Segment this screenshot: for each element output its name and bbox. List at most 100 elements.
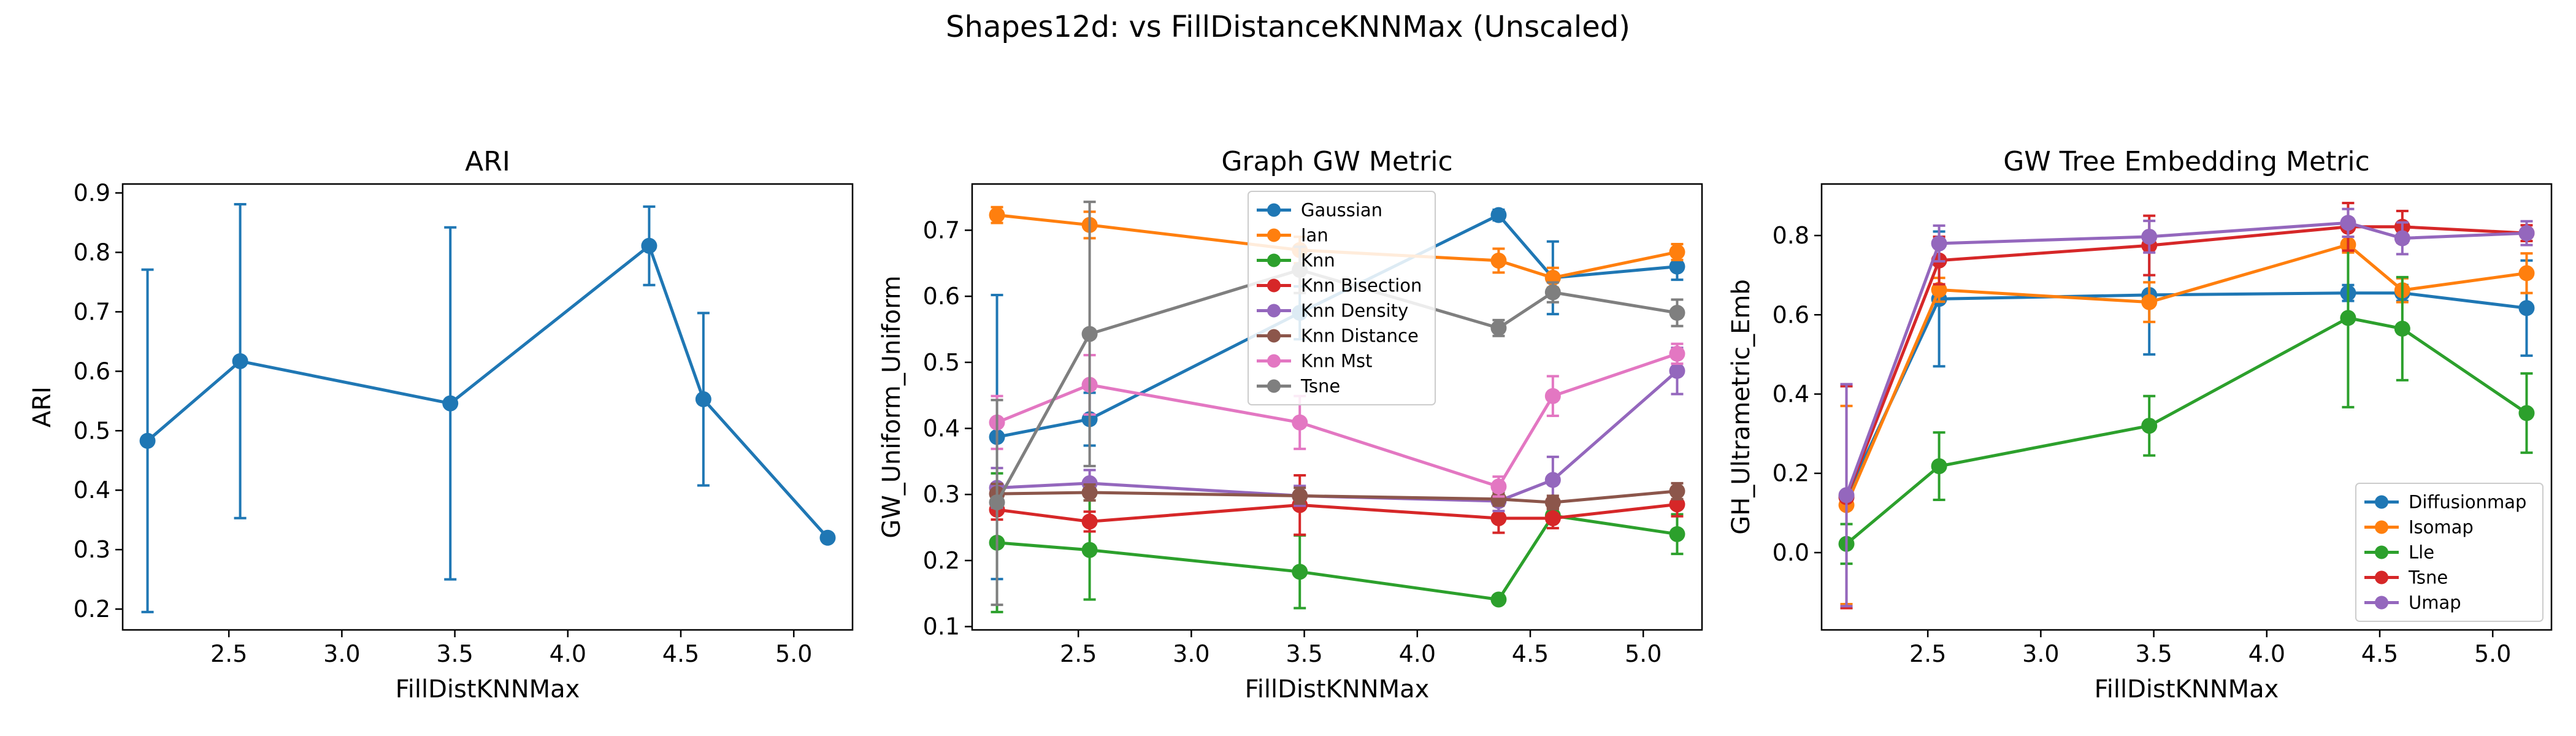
legend-item: Lle: [2364, 542, 2434, 563]
legend: Gaussian Ian Knn Knn Bisection Knn Density Kn…: [1248, 191, 1436, 405]
legend-box: [1248, 191, 1436, 405]
legend-swatch-marker: [1267, 228, 1281, 242]
data-point: [1081, 542, 1098, 558]
data-point: [2141, 228, 2158, 245]
data-point: [1669, 496, 1685, 513]
data-point: [1669, 345, 1685, 362]
data-point: [1669, 258, 1685, 275]
x-axis-label: FillDistKNNMax: [1245, 675, 1430, 703]
x-tick-label: 2.5: [1060, 640, 1097, 667]
legend-swatch-marker: [1267, 329, 1281, 343]
legend-label: Knn Density: [1301, 301, 1408, 321]
legend-label: Knn Distance: [1301, 326, 1419, 347]
y-tick-label: 0.6: [923, 283, 960, 310]
data-point: [2518, 225, 2535, 242]
subplot-1: ARI 2.5 3.0 3.5 4.0 4.5 5.0 0.2 0.3 0.4 0.5 0.6 0.7 0…: [28, 146, 854, 703]
data-point: [2518, 405, 2535, 421]
data-point: [1081, 513, 1098, 530]
data-point: [442, 395, 459, 412]
legend-label: Knn Mst: [1301, 351, 1373, 372]
data-point: [1669, 362, 1685, 379]
data-point: [2340, 215, 2356, 231]
data-point: [1292, 488, 1308, 504]
data-point: [989, 494, 1005, 511]
data-point: [2141, 294, 2158, 310]
legend-label: Ian: [1301, 225, 1328, 246]
data-point: [1292, 414, 1308, 431]
x-tick-label: 4.0: [550, 640, 586, 667]
y-tick-label: 0.6: [74, 358, 110, 385]
legend: Diffusionmap Isomap Lle Tsne Umap: [2355, 483, 2543, 622]
legend-swatch-marker: [1267, 379, 1281, 393]
series-line: [997, 502, 1677, 523]
y-tick-label: 0.0: [1773, 539, 1809, 566]
y-tick-label: 0.4: [1773, 380, 1809, 407]
y-tick-label: 0.8: [74, 239, 110, 266]
data-point: [1544, 388, 1561, 404]
x-tick-label: 4.5: [662, 640, 699, 667]
x-axis-label: FillDistKNNMax: [396, 675, 580, 703]
data-point: [1490, 207, 1507, 223]
legend-swatch-marker: [1267, 253, 1281, 267]
legend-swatch-marker: [1267, 354, 1281, 368]
series-line: [997, 513, 1677, 602]
series-3: [1838, 228, 2535, 565]
legend-swatch-marker: [1267, 278, 1281, 293]
data-point: [641, 237, 657, 254]
legend-label: Umap: [2409, 592, 2461, 613]
series-line: [996, 352, 1678, 489]
series-1: [139, 202, 836, 613]
subplot-2: Graph GW Metric 2.5 3.0 3.5 4.0 4.5 5.0 0.1 0.2 0…: [878, 146, 1703, 703]
x-axis-label: FillDistKNNMax: [2095, 675, 2279, 703]
data-point: [139, 432, 156, 449]
legend-swatch-marker: [2375, 570, 2388, 585]
data-point: [1490, 510, 1507, 526]
data-point: [2141, 418, 2158, 434]
x-tick-label: 3.0: [1173, 640, 1209, 667]
data-point: [1669, 243, 1685, 260]
legend-label: Lle: [2409, 542, 2434, 563]
data-point: [1931, 235, 1947, 251]
legend-label: Knn Bisection: [1301, 275, 1422, 296]
y-tick-label: 0.6: [1773, 301, 1809, 328]
legend-item: Isomap: [2364, 517, 2474, 538]
y-tick-label: 0.8: [1773, 222, 1809, 249]
legend-box: [2355, 483, 2543, 622]
y-tick-label: 0.2: [74, 596, 110, 623]
x-tick-label: 3.0: [2022, 640, 2059, 667]
legend-item: Knn: [1257, 250, 1335, 271]
subplots: ARI 2.5 3.0 3.5 4.0 4.5 5.0 0.2 0.3 0.4 0.5 0.6 0.7 0…: [28, 146, 2553, 703]
data-point: [1669, 305, 1685, 321]
legend-label: Tsne: [1300, 376, 1340, 397]
data-point: [1490, 320, 1507, 336]
series-line: [1845, 291, 2527, 498]
legend-swatch-marker: [1267, 304, 1281, 318]
data-point: [695, 391, 711, 407]
axes-frame: [1820, 183, 2553, 631]
y-tick-label: 0.3: [74, 536, 110, 563]
data-point: [819, 529, 836, 546]
series-6: [989, 481, 1685, 511]
y-tick-label: 0.9: [74, 180, 110, 207]
data-point: [1544, 510, 1561, 526]
data-point: [989, 207, 1005, 223]
series-line: [146, 243, 829, 539]
axes-frame: [971, 183, 1703, 631]
data-point: [1490, 478, 1507, 495]
legend-label: Gaussian: [1301, 200, 1382, 221]
legend-item: Umap: [2364, 592, 2461, 613]
legend-swatch-marker: [2375, 495, 2388, 509]
y-tick-label: 0.4: [74, 477, 110, 504]
data-point: [2340, 310, 2356, 326]
x-tick-label: 5.0: [1625, 640, 1662, 667]
x-tick-label: 5.0: [2474, 640, 2511, 667]
data-point: [2394, 230, 2410, 247]
legend-item: Tsne: [1257, 376, 1340, 397]
x-tick-label: 4.5: [2361, 640, 2398, 667]
x-tick-label: 3.5: [1286, 640, 1322, 667]
y-tick-label: 0.5: [74, 417, 110, 444]
legend-label: Knn: [1301, 250, 1335, 271]
legend-swatch-marker: [2375, 596, 2388, 610]
data-point: [1544, 494, 1561, 511]
